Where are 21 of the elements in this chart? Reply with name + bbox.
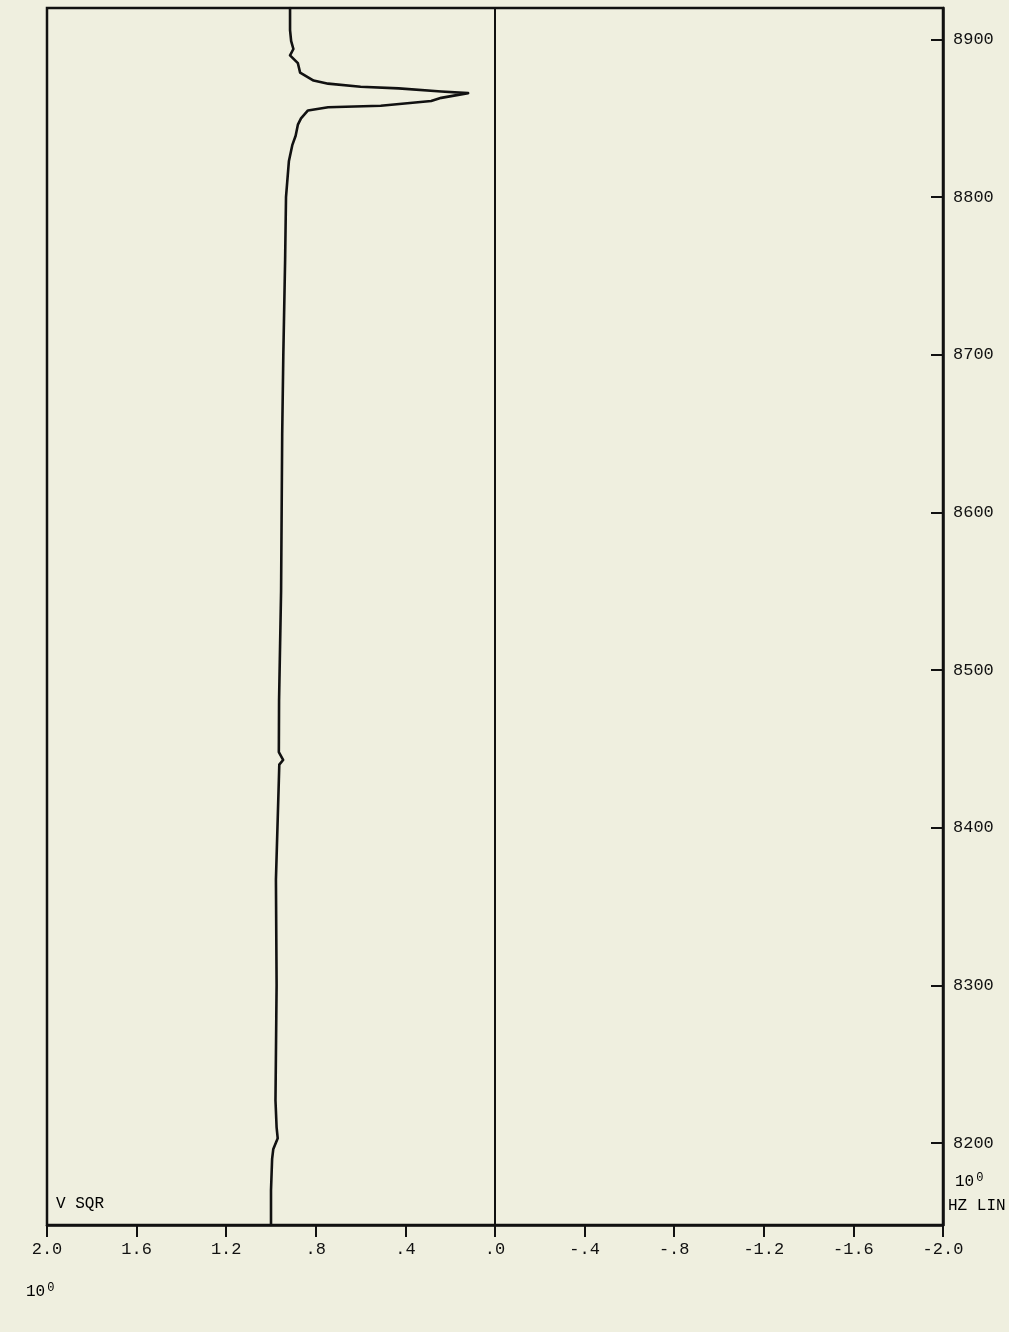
x-axis-title: V SQR	[56, 1195, 105, 1213]
y-tick-label: 8400	[953, 818, 994, 838]
x-tick-label: -.4	[569, 1240, 600, 1259]
x-tick-label: .4	[395, 1240, 416, 1259]
x-tick-label: .0	[484, 1240, 506, 1259]
y-tick-label: 8300	[953, 975, 994, 995]
y-axis-title: HZ LIN	[948, 1197, 1006, 1215]
y-tick-label: 8600	[953, 502, 994, 522]
x-tick-label: -1.6	[832, 1240, 874, 1259]
y-tick-label: 8700	[953, 345, 994, 365]
y-tick-label: 8900	[953, 30, 994, 50]
x-tick-label: -1.2	[743, 1240, 785, 1259]
x-tick-label: -.8	[658, 1240, 690, 1259]
y-tick-label: 8500	[953, 660, 994, 680]
x-tick-label: 2.0	[31, 1240, 63, 1259]
y-tick-label: 8800	[953, 187, 994, 207]
x-tick-label: 1.2	[210, 1240, 242, 1259]
x-tick-label: .8	[305, 1240, 326, 1259]
x-tick-label: -2.0	[922, 1240, 964, 1259]
y-tick-label: 8200	[953, 1133, 994, 1153]
x-tick-label: 1.6	[121, 1240, 152, 1259]
